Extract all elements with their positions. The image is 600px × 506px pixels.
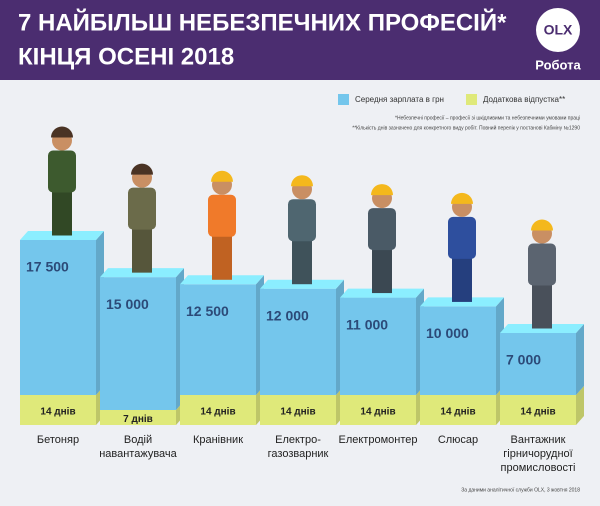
worker-body bbox=[128, 187, 156, 230]
worker-legs bbox=[132, 227, 152, 273]
worker-body bbox=[448, 216, 476, 259]
worker-helmet bbox=[131, 163, 153, 175]
header bbox=[0, 0, 600, 80]
x-tick-label: Вантажник bbox=[511, 434, 566, 446]
value-label: 17 500 bbox=[26, 259, 69, 275]
legend-swatch bbox=[466, 94, 477, 105]
legend-swatch bbox=[338, 94, 349, 105]
bar-segment bbox=[260, 288, 336, 395]
value-label: 7 днів bbox=[123, 414, 153, 425]
bar-side bbox=[576, 324, 584, 395]
x-tick-label: гірничорудної bbox=[503, 448, 572, 460]
value-label: 10 000 bbox=[426, 325, 469, 341]
source: За даними аналітичної служби OLX, 3 жовт… bbox=[461, 487, 580, 493]
bar-top bbox=[340, 288, 424, 298]
worker-body bbox=[368, 208, 396, 251]
bar-segment bbox=[100, 277, 176, 410]
x-tick-label: Кранівник bbox=[193, 434, 243, 446]
worker-legs bbox=[212, 234, 232, 280]
value-label: 12 000 bbox=[266, 307, 309, 323]
bar-segment bbox=[340, 297, 416, 395]
bar-side bbox=[576, 386, 584, 425]
value-label: 7 000 bbox=[506, 352, 541, 368]
worker-helmet bbox=[531, 219, 553, 231]
bar-segment bbox=[420, 306, 496, 395]
worker-helmet bbox=[451, 192, 473, 204]
legend-label: Додаткова відпустка** bbox=[483, 95, 565, 104]
x-tick-label: Електро- bbox=[275, 434, 321, 446]
bar-segment bbox=[100, 410, 176, 425]
bar-segment bbox=[260, 395, 336, 425]
value-label: 15 000 bbox=[106, 296, 149, 312]
value-label: 14 днів bbox=[440, 407, 475, 418]
bar-segment bbox=[340, 395, 416, 425]
logo: OLX bbox=[544, 22, 573, 38]
x-tick-label: навантажувача bbox=[99, 448, 177, 460]
bar-segment bbox=[500, 395, 576, 425]
worker-legs bbox=[452, 256, 472, 302]
worker-helmet bbox=[211, 170, 233, 182]
value-label: 14 днів bbox=[280, 407, 315, 418]
worker-legs bbox=[532, 283, 552, 329]
x-tick-label: Водій bbox=[124, 434, 152, 446]
x-tick-label: Електромонтер bbox=[339, 434, 418, 446]
worker-helmet bbox=[371, 184, 393, 196]
bar-segment bbox=[500, 333, 576, 395]
worker-body bbox=[208, 194, 236, 237]
bar-segment bbox=[180, 395, 256, 425]
note: **Кількість днів зазначено для конкретно… bbox=[352, 124, 580, 131]
value-label: 14 днів bbox=[520, 407, 555, 418]
worker-legs bbox=[292, 239, 312, 285]
x-tick-label: Слюсар bbox=[438, 434, 478, 446]
logo-circle bbox=[536, 8, 580, 52]
worker-legs bbox=[52, 190, 72, 236]
worker-helmet bbox=[291, 175, 313, 187]
legend-label: Середня зарплата в грн bbox=[355, 95, 444, 104]
worker-body bbox=[48, 150, 76, 193]
bar-segment bbox=[20, 395, 96, 425]
note: *Небезпечні професії – професії зі шкідл… bbox=[395, 115, 580, 121]
title-line: 7 НАЙБІЛЬШ НЕБЕЗПЕЧНИХ ПРОФЕСІЙ* bbox=[18, 8, 507, 36]
worker-body bbox=[528, 243, 556, 286]
value-label: 14 днів bbox=[200, 407, 235, 418]
value-label: 14 днів bbox=[360, 407, 395, 418]
worker-body bbox=[288, 199, 316, 242]
x-tick-label: Бетоняр bbox=[37, 434, 79, 446]
worker-legs bbox=[372, 248, 392, 294]
logo-subtitle: Робота bbox=[535, 57, 581, 72]
bar-segment bbox=[180, 284, 256, 395]
value-label: 14 днів bbox=[40, 407, 75, 418]
bars: 14 днів 17 500 Бетоняр 7 днів 15 000 Водій нав… bbox=[20, 126, 584, 474]
value-label: 11 000 bbox=[346, 316, 388, 332]
x-tick-label: промисловості bbox=[501, 462, 576, 474]
title-line: КІНЦЯ ОСЕНІ 2018 bbox=[18, 43, 234, 70]
bar-segment bbox=[420, 395, 496, 425]
worker-helmet bbox=[51, 126, 73, 138]
value-label: 12 500 bbox=[186, 303, 229, 319]
x-tick-label: газозварник bbox=[268, 448, 329, 460]
bar-segment bbox=[20, 240, 96, 395]
